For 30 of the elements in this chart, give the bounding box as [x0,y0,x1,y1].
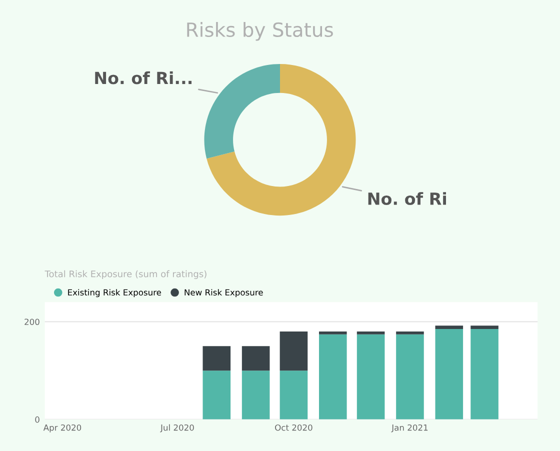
slice-label: No. of Ri [368,192,446,206]
x-tick-label: Jan 2021 [391,424,428,432]
bar [319,334,347,420]
legend-label: Existing Risk Exposure [68,289,162,298]
bar [396,334,424,420]
bar [280,370,308,420]
bar [356,334,385,420]
bar [242,370,270,420]
bar [280,331,308,371]
bar [202,346,231,371]
bar [470,329,498,420]
bar [435,329,464,420]
chart-title: Total Risk Exposure (sum of ratings) [44,270,206,280]
bar [319,331,347,334]
bar [435,326,464,330]
y-tick-label: 0 [35,416,40,423]
donut-slice [204,64,280,159]
x-tick-label: Apr 2020 [43,424,82,432]
chart-title: Risks by Status [187,22,333,41]
donut-slice [206,64,356,216]
bar [470,326,498,330]
y-tick-label: 200 [24,318,40,325]
bar [396,331,424,334]
slice-label: No. of Ri... [95,71,192,84]
x-tick-label: Jul 2020 [160,424,194,432]
x-tick-label: Oct 2020 [275,424,312,431]
bar [202,370,231,420]
bar [242,346,270,371]
bar [356,331,385,334]
legend-label: New Risk Exposure [184,289,263,298]
